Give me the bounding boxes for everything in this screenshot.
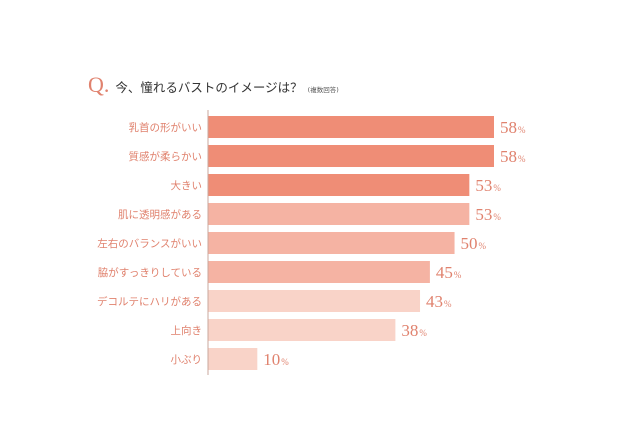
value-label-4: 53% — [475, 205, 501, 224]
category-label-9: 小ぶり — [171, 354, 203, 366]
bars-group — [208, 116, 494, 370]
bar-8 — [208, 319, 396, 341]
bar-7 — [208, 290, 421, 312]
question-header: Q. 今、憧れるバストのイメージは？ (複数回答) — [88, 72, 339, 98]
category-labels-group: 乳首の形がいい質感が柔らかい大きい肌に透明感がある左右のバランスがいい脇がすっき… — [97, 121, 202, 366]
value-label-6: 45% — [436, 263, 462, 282]
bar-4 — [208, 203, 470, 225]
value-label-7: 43% — [426, 292, 452, 311]
value-label-3: 53% — [475, 176, 501, 195]
question-text: 今、憧れるバストのイメージは？ — [115, 80, 303, 95]
category-label-4: 肌に透明感がある — [118, 208, 202, 221]
category-label-8: 上向き — [171, 324, 203, 337]
bar-2 — [208, 145, 494, 167]
category-label-5: 左右のバランスがいい — [97, 237, 202, 250]
category-label-1: 乳首の形がいい — [129, 121, 203, 134]
category-label-7: デコルテにハリがある — [97, 295, 202, 308]
category-label-3: 大きい — [171, 179, 203, 192]
category-label-6: 脇がすっきりしている — [98, 266, 202, 279]
bar-5 — [208, 232, 455, 254]
bar-9 — [208, 348, 258, 370]
question-mark: Q. — [88, 72, 110, 97]
value-label-8: 38% — [401, 321, 427, 340]
category-label-2: 質感が柔らかい — [129, 150, 203, 163]
bar-3 — [208, 174, 470, 196]
value-label-1: 58% — [500, 118, 526, 137]
value-label-5: 50% — [461, 234, 487, 253]
question-note: (複数回答) — [307, 86, 339, 94]
value-label-9: 10% — [263, 350, 289, 369]
bar-1 — [208, 116, 494, 138]
value-label-2: 58% — [500, 147, 526, 166]
bar-6 — [208, 261, 430, 283]
